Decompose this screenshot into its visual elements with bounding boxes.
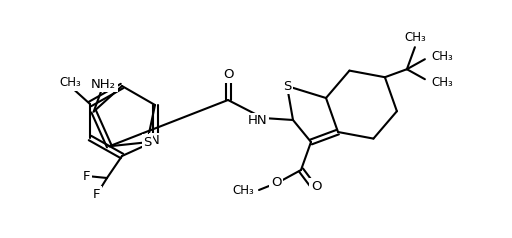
Text: CH₃: CH₃: [59, 76, 81, 89]
Text: O: O: [223, 69, 233, 81]
Text: N: N: [150, 134, 160, 148]
Text: O: O: [311, 179, 321, 193]
Text: CH₃: CH₃: [232, 183, 254, 197]
Text: CH₃: CH₃: [431, 76, 453, 89]
Text: O: O: [271, 175, 281, 188]
Text: F: F: [93, 188, 101, 200]
Text: S: S: [283, 79, 291, 93]
Text: CH₃: CH₃: [404, 31, 426, 44]
Text: HN: HN: [248, 114, 268, 128]
Text: NH₂: NH₂: [91, 78, 116, 91]
Text: S: S: [143, 136, 152, 149]
Text: CH₃: CH₃: [431, 50, 453, 63]
Text: F: F: [83, 169, 91, 183]
